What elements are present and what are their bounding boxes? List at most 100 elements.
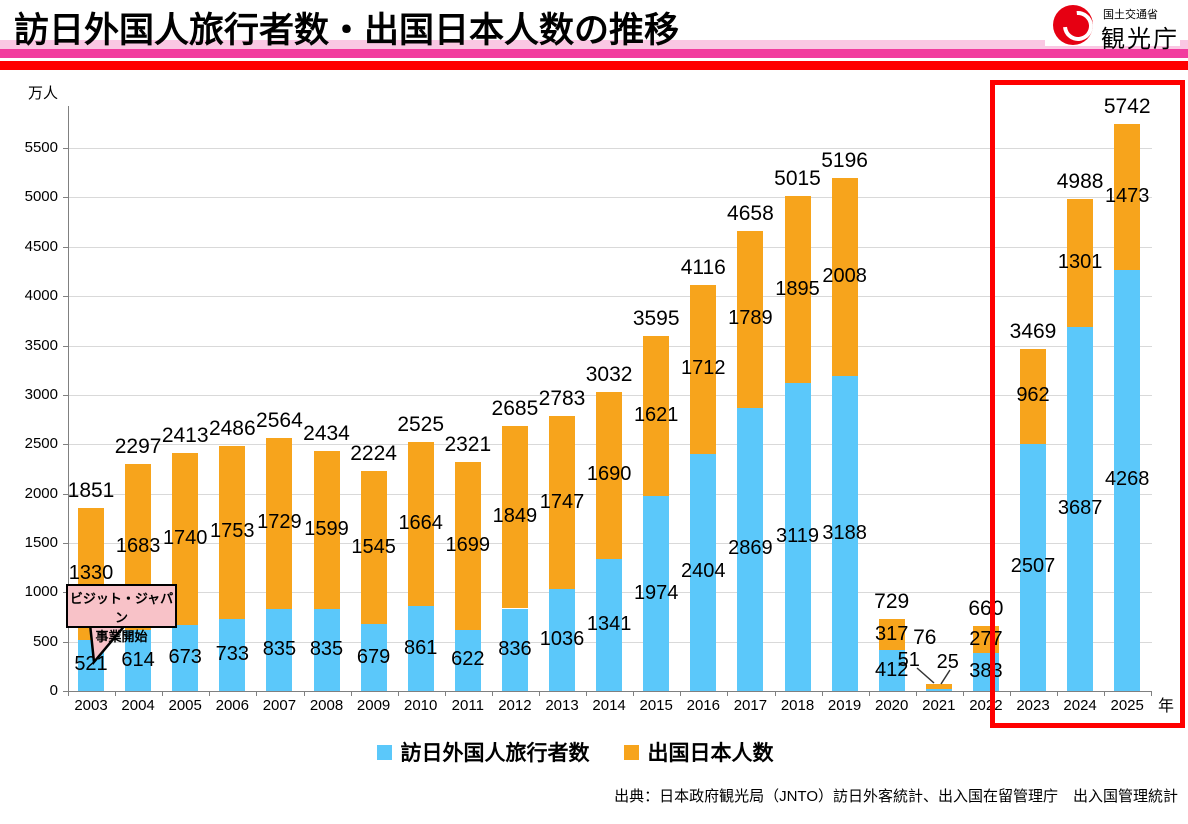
total-label-2025: 5742 <box>1103 95 1151 119</box>
logo-agency-text: 観光庁 <box>1101 26 1179 53</box>
x-axis-label-2018: 2018 <box>780 697 815 714</box>
visitors-label-2008: 835 <box>309 637 344 660</box>
visitors-label-2018: 3119 <box>775 525 819 547</box>
bar-departures-2014 <box>596 391 623 559</box>
y-axis-tick <box>63 641 68 643</box>
x-axis-label-2004: 2004 <box>121 697 155 714</box>
x-axis-tick <box>1104 691 1106 696</box>
departures-label-2004: 1683 <box>115 535 161 558</box>
departures-label-2006: 1753 <box>210 520 255 543</box>
legend-item-departures: 出国日本人数 <box>623 737 774 767</box>
total-label-2023: 3469 <box>1009 319 1057 343</box>
y-axis-tick <box>63 493 68 495</box>
visitors-label-2005: 673 <box>168 645 202 668</box>
x-axis-tick <box>68 691 69 696</box>
total-label-2006: 2486 <box>208 416 256 440</box>
bar-visitors-2020 <box>878 650 905 691</box>
bar-visitors-2017 <box>737 407 764 691</box>
x-axis-tick <box>115 691 117 696</box>
bar-departures-2018 <box>784 196 811 384</box>
x-axis-tick <box>774 691 776 696</box>
y-axis-tick <box>63 246 68 248</box>
annotation-line1: ビジット・ジャパン <box>69 591 174 625</box>
departures-label-2008: 1599 <box>304 517 349 540</box>
bar-departures-2008 <box>313 450 340 609</box>
y-axis-tick <box>63 542 68 544</box>
departures-label-2014: 1690 <box>586 463 632 486</box>
bar-visitors-2011 <box>454 629 481 691</box>
y-axis-tick-label: 0 <box>49 682 58 699</box>
x-axis-label-2015: 2015 <box>639 697 673 714</box>
bar-departures-2019 <box>831 178 858 377</box>
x-axis-label-2014: 2014 <box>592 697 626 714</box>
bar-visitors-2024 <box>1067 327 1094 691</box>
bar-departures-2021 <box>925 683 952 689</box>
departures-label-2013: 1747 <box>539 490 585 513</box>
bar-departures-2023 <box>1020 348 1046 444</box>
bar-visitors-2025 <box>1114 269 1141 691</box>
tourism-agency-logo-icon <box>1053 4 1100 48</box>
y-axis-tick-label: 4500 <box>24 237 58 255</box>
bar-departures-2025 <box>1114 124 1141 270</box>
legend-label-visitors: 訪日外国人旅行者数 <box>400 742 590 765</box>
x-axis-tick <box>539 691 540 696</box>
annotation-line2: 事業開始 <box>95 629 148 644</box>
legend-swatch-departures <box>623 744 639 760</box>
x-axis-label-2008: 2008 <box>309 697 344 714</box>
visitors-label-2006: 733 <box>215 642 249 665</box>
y-axis-tick-label: 4000 <box>24 287 58 305</box>
bar-visitors-2023 <box>1020 443 1046 691</box>
logo-crescent-icon <box>1056 4 1100 48</box>
x-axis-tick <box>1010 691 1011 696</box>
bar-departures-2010 <box>407 441 434 606</box>
total-label-2004: 2297 <box>114 435 162 459</box>
legend-swatch-visitors <box>376 744 392 760</box>
total-label-2007: 2564 <box>256 408 303 432</box>
visitors-label-2017: 2869 <box>728 537 773 560</box>
x-axis-tick <box>727 691 729 696</box>
x-axis-tick <box>915 691 917 696</box>
y-axis-tick <box>63 197 68 199</box>
x-axis-tick <box>821 691 823 696</box>
gridline <box>68 246 1152 248</box>
x-axis-tick <box>1057 691 1059 696</box>
y-axis-tick-label: 500 <box>32 632 58 650</box>
bar-departures-2017 <box>737 231 764 408</box>
y-axis-tick <box>63 592 68 594</box>
logo-ministry-text: 国土交通省 <box>1103 9 1158 21</box>
y-axis-tick-label: 2500 <box>24 435 58 453</box>
gridline <box>68 345 1152 347</box>
bar-departures-2013 <box>549 416 575 589</box>
bar-visitors-2013 <box>549 588 575 691</box>
bar-departures-2007 <box>266 437 293 609</box>
x-axis-label-2011: 2011 <box>451 697 484 714</box>
bar-visitors-2004 <box>125 630 152 691</box>
x-axis-label-2003: 2003 <box>74 697 108 714</box>
visitors-label-2013: 1036 <box>539 627 585 650</box>
departures-label-2017: 1789 <box>728 307 773 330</box>
x-axis-label-2007: 2007 <box>262 697 297 714</box>
x-axis-label-2021: 2021 <box>922 697 956 714</box>
visitors-label-2016: 2404 <box>681 560 726 583</box>
y-axis-tick-label: 3500 <box>24 336 58 354</box>
departures-label-2024: 1301 <box>1057 250 1103 273</box>
gridline <box>68 296 1152 298</box>
x-axis-line <box>68 691 1152 692</box>
annotation-visit-japan: ビジット・ジャパン 事業開始 <box>66 584 177 644</box>
chart-legend: 訪日外国人旅行者数 出国日本人数 <box>0 737 1150 767</box>
x-axis-label-2009: 2009 <box>356 697 391 714</box>
visitors-label-2010: 861 <box>404 636 438 659</box>
x-axis-tick <box>303 691 305 696</box>
visitors-label-2012: 836 <box>498 637 532 660</box>
visitors-label-2020: 412 <box>875 658 909 681</box>
legend-item-visitors: 訪日外国人旅行者数 <box>376 737 590 767</box>
x-axis-label-2019: 2019 <box>827 697 862 714</box>
x-axis-tick <box>1151 691 1153 696</box>
bar-visitors-2005 <box>172 624 199 691</box>
y-axis-line <box>68 106 69 691</box>
total-label-2012: 2685 <box>491 396 539 420</box>
bar-departures-2024 <box>1067 198 1094 327</box>
x-axis-unit-label: 年 <box>1158 698 1175 715</box>
